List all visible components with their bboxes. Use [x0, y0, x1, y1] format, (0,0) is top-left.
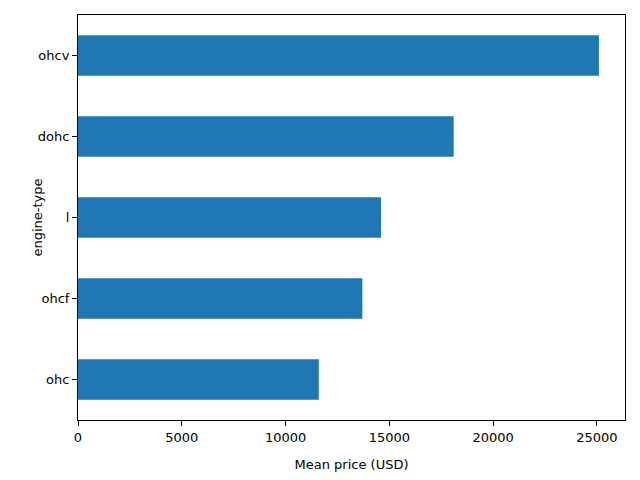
svg-text:dohc: dohc: [38, 129, 70, 144]
svg-text:0: 0: [74, 430, 82, 445]
svg-text:ohcf: ohcf: [41, 291, 69, 306]
svg-text:l: l: [66, 210, 70, 225]
svg-text:engine-type: engine-type: [30, 178, 45, 256]
svg-text:20000: 20000: [472, 430, 513, 445]
svg-text:10000: 10000: [265, 430, 306, 445]
svg-text:ohcv: ohcv: [38, 48, 69, 63]
svg-text:5000: 5000: [165, 430, 198, 445]
svg-text:25000: 25000: [576, 430, 617, 445]
svg-text:ohc: ohc: [46, 372, 69, 387]
svg-text:15000: 15000: [369, 430, 410, 445]
svg-text:Mean price (USD): Mean price (USD): [295, 457, 409, 472]
